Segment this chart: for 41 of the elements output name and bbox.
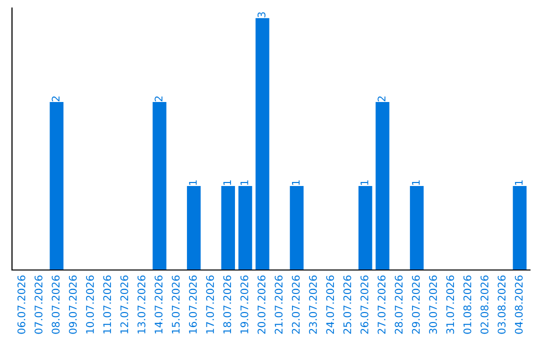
x-tick-label: 16.07.2026 bbox=[188, 276, 197, 334]
x-tick-label: 09.07.2026 bbox=[68, 276, 77, 334]
data-label: 1 bbox=[412, 180, 420, 185]
x-tick-label: 26.07.2026 bbox=[360, 276, 368, 334]
x-tick-label: 25.07.2026 bbox=[343, 276, 352, 334]
data-label: 2 bbox=[378, 96, 386, 102]
x-tick-label: 02.08.2026 bbox=[480, 276, 488, 334]
x-tick-label: 22.07.2026 bbox=[292, 276, 300, 334]
x-tick-label: 19.07.2026 bbox=[240, 276, 248, 334]
data-label: 1 bbox=[240, 180, 248, 185]
x-tick-label: 01.08.2026 bbox=[463, 276, 472, 334]
x-tick-label: 12.07.2026 bbox=[120, 276, 128, 334]
x-tick-label: 10.07.2026 bbox=[86, 276, 94, 334]
x-tick-label: 30.07.2026 bbox=[429, 276, 437, 334]
data-label: 1 bbox=[292, 180, 300, 185]
data-label: 1 bbox=[223, 180, 231, 185]
x-tick-label: 21.07.2026 bbox=[274, 276, 283, 334]
data-label: 1 bbox=[360, 180, 368, 185]
x-tick-label: 18.07.2026 bbox=[223, 276, 232, 334]
x-tick-label: 29.07.2026 bbox=[412, 276, 420, 334]
x-tick-label: 08.07.2026 bbox=[52, 276, 60, 334]
x-tick-label: 17.07.2026 bbox=[206, 276, 214, 334]
x-tick-label: 28.07.2026 bbox=[394, 276, 403, 334]
x-tick-label: 06.07.2026 bbox=[17, 276, 26, 334]
x-tick-label: 13.07.2026 bbox=[138, 276, 146, 334]
data-label: 1 bbox=[514, 180, 523, 185]
x-tick-label: 07.07.2026 bbox=[34, 276, 42, 334]
data-label: 2 bbox=[52, 96, 60, 102]
x-tick-label: 23.07.2026 bbox=[309, 276, 317, 334]
data-label: 1 bbox=[189, 180, 197, 185]
x-tick-label: 31.07.2026 bbox=[446, 276, 454, 334]
x-tick-label: 04.08.2026 bbox=[514, 276, 523, 334]
x-tick-label: 27.07.2026 bbox=[378, 276, 386, 334]
x-tick-label: 14.07.2026 bbox=[154, 276, 163, 334]
x-tick-label: 15.07.2026 bbox=[172, 276, 180, 334]
x-tick-label: 11.07.2026 bbox=[103, 276, 112, 334]
data-label: 3 bbox=[258, 12, 266, 18]
x-tick-label: 03.08.2026 bbox=[498, 276, 506, 334]
x-tick-label: 24.07.2026 bbox=[326, 276, 334, 334]
data-label: 2 bbox=[154, 96, 162, 102]
x-tick-label: 20.07.2026 bbox=[258, 276, 266, 334]
